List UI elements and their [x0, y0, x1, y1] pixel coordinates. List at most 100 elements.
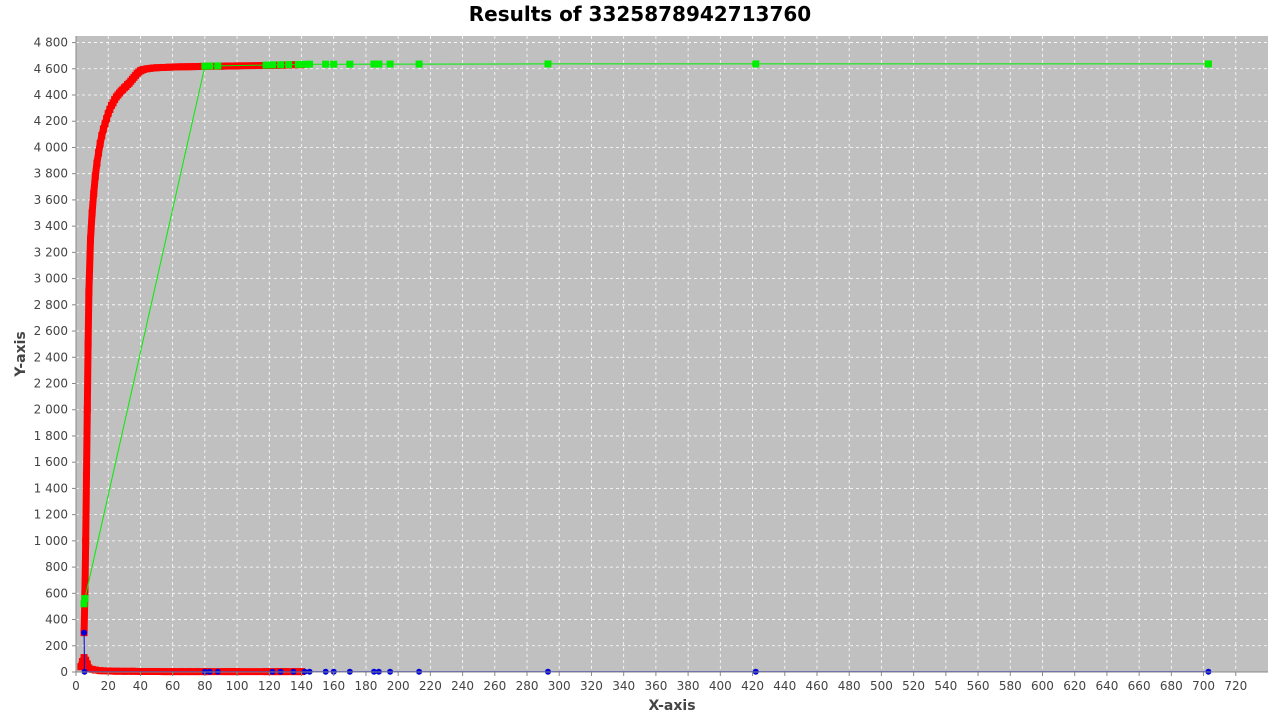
x-tick-label: 600 [1031, 679, 1054, 693]
y-tick-label: 2 200 [34, 377, 68, 391]
data-point [294, 60, 302, 68]
data-point [206, 62, 214, 70]
data-point [165, 63, 173, 71]
x-tick-label: 720 [1224, 679, 1247, 693]
x-tick-label: 580 [999, 679, 1022, 693]
data-point [103, 115, 111, 123]
data-point [172, 63, 180, 71]
data-point [1204, 60, 1212, 68]
y-tick-label: 1 200 [34, 508, 68, 522]
x-tick-label: 100 [226, 679, 249, 693]
y-tick-label: 4 400 [34, 88, 68, 102]
data-point [88, 209, 96, 217]
y-tick-label: 2 800 [34, 298, 68, 312]
x-tick-label: 420 [741, 679, 764, 693]
data-point [301, 60, 309, 68]
x-tick-label: 60 [165, 679, 180, 693]
data-point [415, 60, 423, 68]
x-tick-label: 340 [612, 679, 635, 693]
x-tick-label: 620 [1063, 679, 1086, 693]
y-tick-label: 200 [45, 639, 68, 653]
y-tick-label: 3 800 [34, 167, 68, 181]
y-tick-label: 600 [45, 586, 68, 600]
x-tick-label: 260 [483, 679, 506, 693]
data-point [80, 600, 88, 608]
x-tick-label: 660 [1128, 679, 1151, 693]
y-tick-label: 1 600 [34, 455, 68, 469]
data-point [81, 595, 89, 603]
data-point [99, 125, 107, 133]
data-point [84, 340, 92, 348]
x-tick-label: 160 [322, 679, 345, 693]
data-point [83, 660, 91, 668]
data-point [85, 288, 93, 296]
data-point [81, 629, 88, 636]
x-tick-label: 500 [870, 679, 893, 693]
data-point [375, 60, 383, 68]
x-tick-label: 200 [387, 679, 410, 693]
x-tick-label: 680 [1160, 679, 1183, 693]
x-tick-label: 380 [677, 679, 700, 693]
y-tick-label: 2 400 [34, 350, 68, 364]
data-point [185, 63, 193, 71]
y-axis-label: Y-axis [13, 331, 29, 378]
y-tick-label: 4 600 [34, 62, 68, 76]
y-tick-label: 1 000 [34, 534, 68, 548]
data-point [262, 61, 270, 69]
data-point [752, 60, 760, 68]
data-point [82, 656, 90, 664]
data-point [90, 189, 98, 197]
data-point [330, 60, 338, 68]
y-tick-label: 4 800 [34, 36, 68, 50]
data-point [214, 62, 222, 70]
data-point [106, 105, 114, 113]
data-point [96, 667, 104, 675]
data-point [86, 235, 94, 243]
x-tick-label: 520 [902, 679, 925, 693]
plot-background [76, 36, 1268, 672]
x-tick-label: 540 [934, 679, 957, 693]
x-tick-label: 120 [258, 679, 281, 693]
data-point [83, 406, 91, 414]
data-point [322, 60, 330, 68]
x-axis-label: X-axis [648, 698, 695, 714]
y-tick-label: 1 400 [34, 481, 68, 495]
y-tick-label: 2 000 [34, 403, 68, 417]
data-point [77, 663, 85, 671]
y-tick-label: 0 [60, 665, 68, 679]
data-point [544, 60, 552, 68]
x-tick-label: 280 [516, 679, 539, 693]
x-tick-label: 320 [580, 679, 603, 693]
y-tick-label: 2 600 [34, 324, 68, 338]
data-point [96, 140, 104, 148]
data-point [98, 132, 106, 140]
data-point [386, 60, 394, 68]
data-point [91, 172, 99, 180]
x-tick-label: 360 [644, 679, 667, 693]
data-point [104, 667, 112, 675]
data-point [306, 60, 314, 68]
x-tick-label: 20 [101, 679, 116, 693]
data-point [82, 471, 90, 479]
x-tick-label: 480 [838, 679, 861, 693]
x-tick-label: 140 [290, 679, 313, 693]
data-point [191, 63, 199, 71]
y-tick-label: 800 [45, 560, 68, 574]
data-point [370, 60, 378, 68]
data-point [82, 537, 90, 545]
data-point [91, 666, 99, 674]
x-tick-label: 300 [548, 679, 571, 693]
data-point [81, 589, 89, 597]
x-tick-label: 640 [1095, 679, 1118, 693]
x-tick-label: 700 [1192, 679, 1215, 693]
y-tick-label: 3 000 [34, 272, 68, 286]
y-tick-label: 3 200 [34, 245, 68, 259]
y-tick-label: 1 800 [34, 429, 68, 443]
x-tick-label: 40 [133, 679, 148, 693]
data-point [95, 149, 103, 157]
x-tick-label: 560 [967, 679, 990, 693]
y-tick-label: 3 400 [34, 219, 68, 233]
data-point [277, 61, 285, 69]
data-point [153, 64, 161, 72]
